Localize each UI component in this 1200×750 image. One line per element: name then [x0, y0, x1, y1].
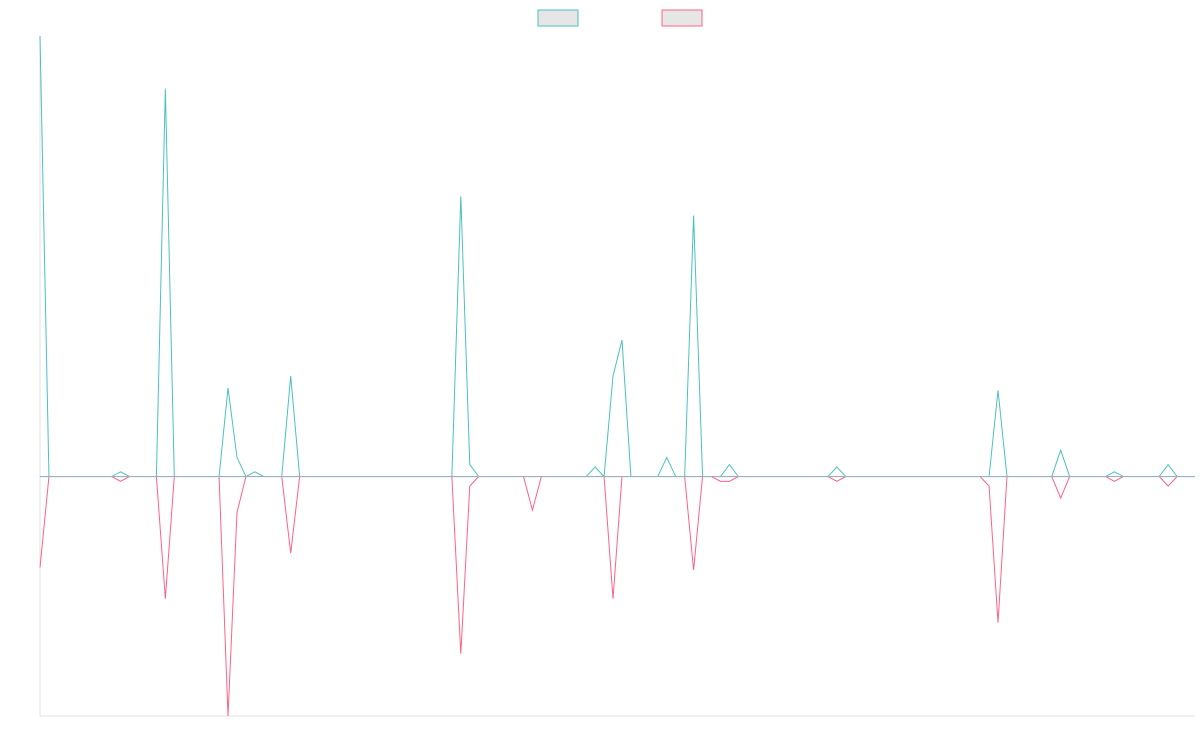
- chart-axes: [39, 36, 1195, 717]
- series-line-2: [39, 476, 1195, 717]
- legend-item-2[interactable]: [661, 9, 703, 27]
- legend-swatch-1[interactable]: [537, 9, 579, 27]
- legend-swatch-2[interactable]: [661, 9, 703, 27]
- legend-item-1[interactable]: [537, 9, 579, 27]
- chart-series: [39, 35, 1195, 717]
- chart-legend[interactable]: [537, 9, 703, 27]
- series-line-1: [39, 35, 1195, 478]
